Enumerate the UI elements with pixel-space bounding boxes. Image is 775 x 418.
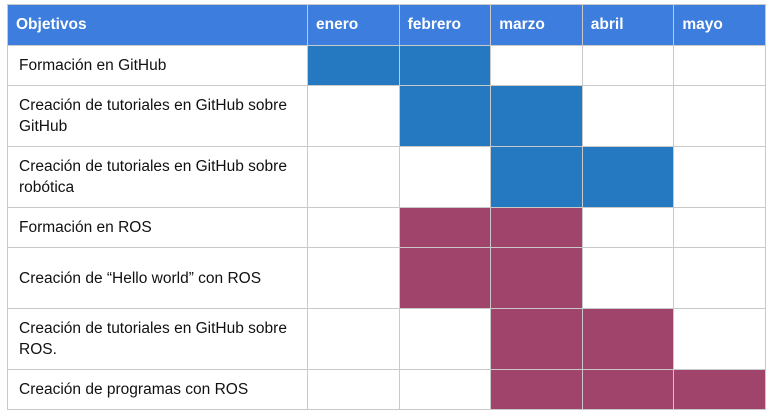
objective-label: Formación en GitHub — [7, 45, 308, 86]
schedule-cell — [581, 85, 675, 147]
schedule-cell-active — [398, 45, 492, 86]
objective-label: Formación en ROS — [7, 207, 308, 248]
schedule-cell-active — [581, 369, 675, 410]
month-header-mayo: mayo — [673, 4, 766, 46]
table-row: Creación de “Hello world” con ROS — [7, 247, 766, 309]
schedule-cell — [581, 45, 675, 86]
schedule-cell-active — [398, 207, 492, 248]
header-row: Objetivos enero febrero marzo abril mayo — [7, 4, 766, 46]
objective-label: Creación de tutoriales en GitHub sobre R… — [7, 308, 308, 370]
objective-label: Creación de “Hello world” con ROS — [7, 247, 308, 309]
schedule-cell-active — [581, 308, 675, 370]
schedule-cell — [307, 207, 400, 248]
objective-label: Creación de programas con ROS — [7, 369, 308, 410]
schedule-cell — [307, 308, 400, 370]
schedule-table: Objetivos enero febrero marzo abril mayo… — [7, 4, 766, 410]
month-header-enero: enero — [307, 4, 400, 46]
schedule-cell — [307, 369, 400, 410]
schedule-cell-active — [490, 369, 583, 410]
table-row: Creación de tutoriales en GitHub sobre r… — [7, 146, 766, 208]
month-header-marzo: marzo — [490, 4, 583, 46]
schedule-cell-active — [490, 308, 583, 370]
schedule-cell-active — [307, 45, 400, 86]
objectives-header: Objetivos — [7, 4, 308, 46]
table-row: Formación en ROS — [7, 207, 766, 248]
schedule-cell-active — [398, 85, 492, 147]
schedule-cell — [673, 85, 766, 147]
schedule-cell — [673, 45, 766, 86]
objective-label: Creación de tutoriales en GitHub sobre r… — [7, 146, 308, 208]
schedule-cell — [307, 247, 400, 309]
schedule-cell-active — [490, 146, 583, 208]
schedule-cell — [673, 247, 766, 309]
schedule-cell — [307, 85, 400, 147]
schedule-cell — [673, 207, 766, 248]
schedule-cell-active — [673, 369, 766, 410]
month-header-abril: abril — [581, 4, 675, 46]
schedule-cell — [398, 146, 492, 208]
schedule-cell — [673, 308, 766, 370]
table-row: Creación de tutoriales en GitHub sobre G… — [7, 85, 766, 147]
schedule-cell-active — [490, 207, 583, 248]
schedule-cell-active — [398, 247, 492, 309]
month-header-febrero: febrero — [398, 4, 492, 46]
schedule-cell — [398, 369, 492, 410]
table-row: Formación en GitHub — [7, 45, 766, 86]
schedule-cell-active — [490, 85, 583, 147]
schedule-cell — [490, 45, 583, 86]
schedule-cell — [673, 146, 766, 208]
schedule-cell — [307, 146, 400, 208]
objective-label: Creación de tutoriales en GitHub sobre G… — [7, 85, 308, 147]
schedule-cell — [581, 207, 675, 248]
table-row: Creación de programas con ROS — [7, 369, 766, 410]
schedule-cell — [398, 308, 492, 370]
schedule-cell — [581, 247, 675, 309]
objectives-body: Formación en GitHub Creación de tutorial… — [7, 45, 766, 410]
schedule-cell-active — [490, 247, 583, 309]
schedule-cell-active — [581, 146, 675, 208]
table-row: Creación de tutoriales en GitHub sobre R… — [7, 308, 766, 370]
